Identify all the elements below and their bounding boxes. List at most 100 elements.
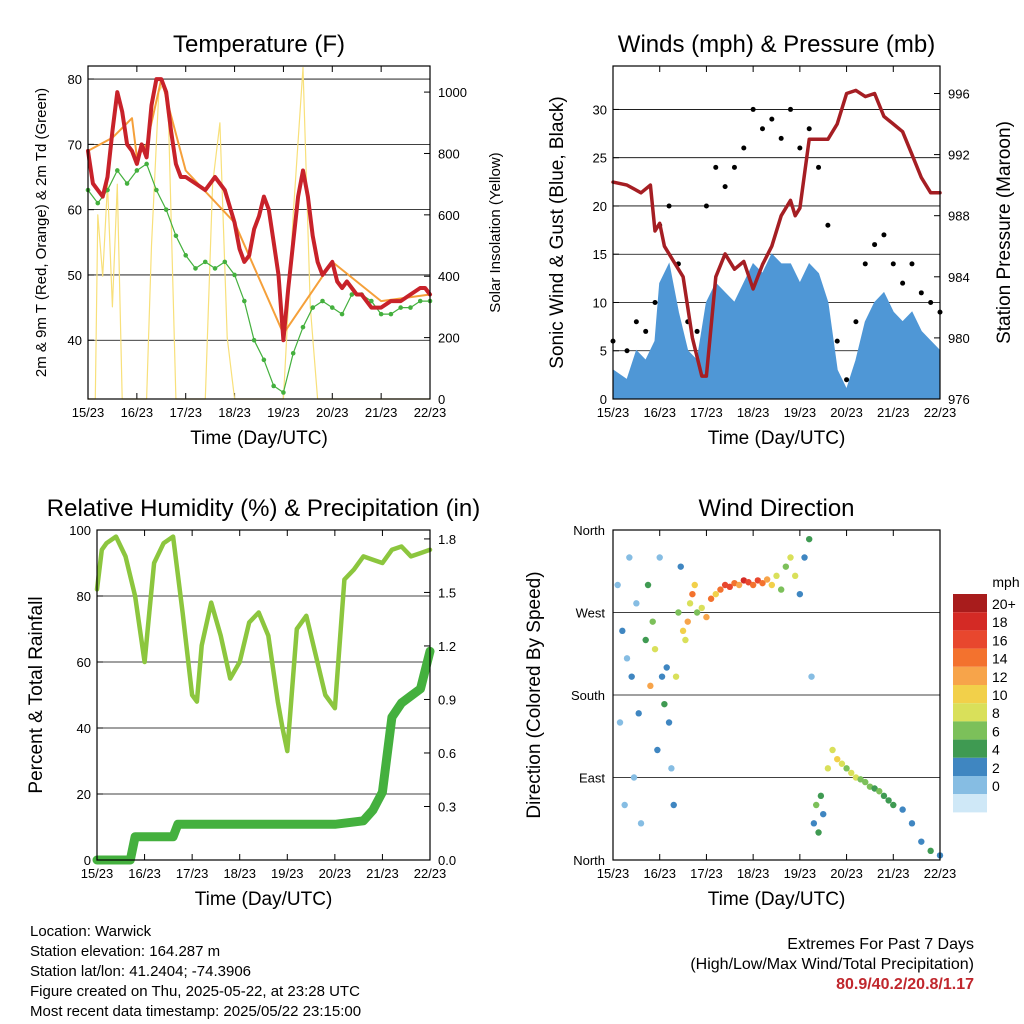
direction-point [642,636,649,644]
y-tick-label: North [573,853,605,868]
gust-point [900,280,906,286]
y-right-tick-label: 400 [438,269,460,284]
y-tick-label: West [576,606,606,621]
direction-point [672,673,680,680]
direction-point [927,847,934,855]
direction-point [633,600,640,607]
gust-point [694,328,700,334]
y-tick-label: South [571,688,605,703]
gust-point [825,222,831,228]
direction-point [834,755,841,763]
direction-point [817,792,825,800]
x-tick-label: 17/23 [169,405,202,420]
extremes-values: 80.9/40.2/20.8/1.17 [836,976,974,993]
y-left-tick-label: 20 [593,199,607,214]
x-tick-label: 20/23 [319,866,352,881]
x-axis-label: Time (Day/UTC) [708,428,846,449]
gust-point [713,164,719,170]
gust-point [778,135,784,141]
y-right-tick-label: 1000 [438,85,467,100]
colorbar-swatch [953,630,987,649]
chart-title: Relative Humidity (%) & Precipitation (i… [47,495,480,522]
panel-4: Wind Direction 15/23 16/23 17/23 18/23 19/23 2… [524,495,956,910]
direction-point [791,572,799,580]
direction-point [630,774,638,781]
y-left-tick-label: 100 [69,523,91,538]
direction-point [801,554,808,561]
direction-point [815,829,822,836]
temp-2m-line [86,77,432,343]
y-right-tick-label: 600 [438,208,460,223]
colorbar-swatch [953,757,987,776]
direction-point [647,682,654,690]
y-right-tick-label: 976 [948,392,970,407]
y-right-tick-label: 0.6 [438,746,456,761]
gust-point [834,338,840,344]
gust-point [741,145,747,151]
x-tick-label: 21/23 [877,866,910,881]
colorbar-swatch [953,721,987,740]
x-tick-label: 19/23 [267,405,300,420]
direction-point [649,618,656,625]
gust-point [759,126,765,132]
x-tick-label: 19/23 [784,405,817,420]
direction-point [745,579,752,586]
colorbar-label: 10 [992,687,1008,703]
x-tick-label: 21/23 [366,866,399,881]
direction-point [735,581,743,589]
y-left-tick-label: 0 [600,392,607,407]
extremes-panel: Extremes For Past 7 Days (High/Low/Max W… [690,935,974,995]
y-right-tick-label: 0.3 [438,799,456,814]
colorbar-swatch [953,648,987,667]
direction-point [682,636,689,644]
direction-point [754,577,762,584]
colorbar-swatch [953,594,987,613]
direction-point [663,664,670,671]
direction-point [763,576,771,583]
direction-point [782,563,790,570]
direction-point [773,572,780,580]
gust-point [881,232,887,238]
x-tick-label: 15/23 [72,405,105,420]
x-tick-label: 18/23 [737,866,770,881]
gust-point [624,348,630,354]
direction-point [703,613,710,621]
y-left-tick-label: 60 [68,203,82,218]
recent-data-text: Most recent data timestamp: 2025/05/22 2… [30,1003,362,1020]
colorbar-swatch [953,685,987,704]
direction-point [824,765,832,772]
direction-point [656,554,663,561]
direction-point [918,838,925,845]
created-text: Figure created on Thu, 2025-05-22, at 23… [30,983,360,1000]
colorbar-swatch [953,666,987,685]
direction-point [843,765,850,772]
gust-point [633,319,639,325]
y-right-tick-label: 988 [948,209,970,224]
direction-point [829,746,836,754]
extremes-title: Extremes For Past 7 Days [787,936,974,953]
direction-point [670,801,677,809]
x-axis-label: Time (Day/UTC) [708,889,846,910]
x-tick-label: 15/23 [597,866,630,881]
direction-point [616,719,624,726]
x-tick-label: 21/23 [877,405,910,420]
x-tick-label: 18/23 [218,405,251,420]
direction-point [777,586,785,593]
gust-point [722,184,728,190]
y-left-tick-label: 0 [84,853,91,868]
y-right-tick-label: 800 [438,146,460,161]
gust-point [853,319,859,325]
x-tick-label: 22/23 [414,405,447,420]
direction-point [677,563,684,570]
y-axis-label: Sonic Wind & Gust (Blue, Black) [547,96,568,368]
location-text: Location: Warwick [30,923,152,940]
direction-point [626,554,633,561]
y-tick-label: North [573,523,605,538]
x-tick-label: 17/23 [176,866,209,881]
humidity-line [94,534,433,754]
x-axis-label: Time (Day/UTC) [190,428,328,449]
direction-point [806,535,813,543]
panel-1: Temperature (F) 15/23 16/23 17/23 18/23 19/23… [33,31,504,449]
x-tick-label: 22/23 [924,405,957,420]
direction-point [726,583,733,591]
